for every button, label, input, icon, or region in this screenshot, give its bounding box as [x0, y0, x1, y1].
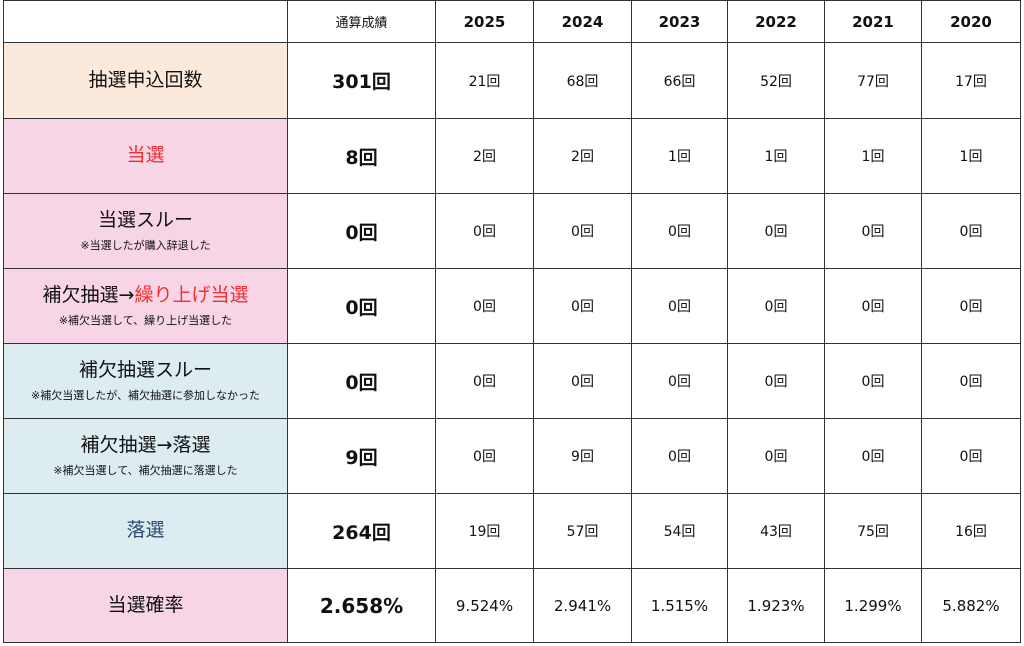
value-cell: 0回	[727, 343, 825, 419]
value-cell: 0回	[824, 418, 922, 494]
value-cell: 17回	[921, 42, 1021, 119]
row-label-applications: 抽選申込回数	[3, 42, 288, 119]
row-label-win: 当選	[3, 118, 288, 194]
value-cell: 2.941%	[533, 568, 632, 643]
row-note-text: ※補欠当選して、繰り上げ当選した	[58, 314, 233, 327]
row-label-text: 抽選申込回数	[88, 68, 203, 91]
header-year-cell: 2024	[533, 0, 632, 43]
value-cell: 68回	[533, 42, 632, 119]
value-cell: 0回	[921, 343, 1021, 419]
value-cell: 75回	[824, 493, 922, 569]
row-label-accent-text: 繰り上げ当選	[134, 284, 249, 307]
value-cell: 1回	[727, 118, 825, 194]
value-cell: 0回	[631, 418, 728, 494]
value-cell: 16回	[921, 493, 1021, 569]
table-row: 補欠抽選スルー ※補欠当選したが、補欠抽選に参加しなかった 0回 0回 0回 0…	[3, 343, 1021, 419]
value-cell: 57回	[533, 493, 632, 569]
value-cell: 0回	[727, 193, 825, 269]
value-cell: 54回	[631, 493, 728, 569]
value-cell: 0回	[435, 343, 534, 419]
value-cell: 0回	[727, 268, 825, 344]
row-label-waitlist-promoted: 補欠抽選→繰り上げ当選 ※補欠当選して、繰り上げ当選した	[3, 268, 288, 344]
value-cell: 52回	[727, 42, 825, 119]
value-cell: 77回	[824, 42, 922, 119]
value-cell: 2回	[533, 118, 632, 194]
value-cell: 0回	[435, 418, 534, 494]
total-cell: 2.658%	[287, 568, 436, 643]
value-cell: 0回	[435, 193, 534, 269]
row-label-text: 落選	[126, 519, 165, 542]
value-cell: 1回	[824, 118, 922, 194]
table-row: 補欠抽選→落選 ※補欠当選して、補欠抽選に落選した 9回 0回 9回 0回 0回…	[3, 418, 1021, 494]
value-cell: 66回	[631, 42, 728, 119]
header-year-cell: 2021	[824, 0, 922, 43]
header-blank-cell	[3, 0, 288, 43]
row-label-text: 当選スルー	[97, 209, 193, 232]
value-cell: 2回	[435, 118, 534, 194]
row-label-text: 当選確率	[107, 593, 184, 616]
row-note-text: ※当選したが購入辞退した	[80, 239, 211, 252]
table-row: 当選スルー ※当選したが購入辞退した 0回 0回 0回 0回 0回 0回 0回	[3, 193, 1021, 269]
total-cell: 0回	[287, 193, 436, 269]
header-row: 通算成績 2025 2024 2023 2022 2021 2020	[3, 0, 1021, 43]
total-cell: 8回	[287, 118, 436, 194]
table-row: 抽選申込回数 301回 21回 68回 66回 52回 77回 17回	[3, 42, 1021, 119]
value-cell: 9回	[533, 418, 632, 494]
value-cell: 0回	[533, 193, 632, 269]
lottery-results-table: 通算成績 2025 2024 2023 2022 2021 2020 抽選申込回…	[3, 0, 1021, 643]
header-year-cell: 2022	[727, 0, 825, 43]
value-cell: 0回	[824, 343, 922, 419]
value-cell: 0回	[824, 193, 922, 269]
value-cell: 0回	[533, 343, 632, 419]
value-cell: 43回	[727, 493, 825, 569]
table-row: 落選 264回 19回 57回 54回 43回 75回 16回	[3, 493, 1021, 569]
row-label-lost: 落選	[3, 493, 288, 569]
header-total-cell: 通算成績	[287, 0, 436, 43]
value-cell: 0回	[435, 268, 534, 344]
table-row: 補欠抽選→繰り上げ当選 ※補欠当選して、繰り上げ当選した 0回 0回 0回 0回…	[3, 268, 1021, 344]
header-year-cell: 2025	[435, 0, 534, 43]
row-label-waitlist-lost: 補欠抽選→落選 ※補欠当選して、補欠抽選に落選した	[3, 418, 288, 494]
row-label-win-rate: 当選確率	[3, 568, 288, 643]
value-cell: 1回	[921, 118, 1021, 194]
value-cell: 0回	[631, 268, 728, 344]
value-cell: 9.524%	[435, 568, 534, 643]
total-cell: 9回	[287, 418, 436, 494]
value-cell: 1回	[631, 118, 728, 194]
value-cell: 0回	[533, 268, 632, 344]
value-cell: 1.515%	[631, 568, 728, 643]
value-cell: 0回	[921, 193, 1021, 269]
value-cell: 0回	[921, 268, 1021, 344]
value-cell: 0回	[631, 343, 728, 419]
value-cell: 1.923%	[727, 568, 825, 643]
value-cell: 5.882%	[921, 568, 1021, 643]
row-label-text: 補欠抽選→落選	[80, 434, 211, 457]
row-label-text: 補欠抽選→	[42, 284, 135, 307]
total-cell: 301回	[287, 42, 436, 119]
row-note-text: ※補欠当選したが、補欠抽選に参加しなかった	[31, 389, 260, 402]
value-cell: 0回	[824, 268, 922, 344]
total-cell: 264回	[287, 493, 436, 569]
row-label-win-skip: 当選スルー ※当選したが購入辞退した	[3, 193, 288, 269]
row-label-waitlist-skip: 補欠抽選スルー ※補欠当選したが、補欠抽選に参加しなかった	[3, 343, 288, 419]
table-row: 当選確率 2.658% 9.524% 2.941% 1.515% 1.923% …	[3, 568, 1021, 643]
total-cell: 0回	[287, 268, 436, 344]
value-cell: 19回	[435, 493, 534, 569]
row-note-text: ※補欠当選して、補欠抽選に落選した	[53, 464, 238, 477]
value-cell: 0回	[921, 418, 1021, 494]
value-cell: 1.299%	[824, 568, 922, 643]
row-label-text: 補欠抽選スルー	[78, 359, 212, 382]
table-row: 当選 8回 2回 2回 1回 1回 1回 1回	[3, 118, 1021, 194]
total-cell: 0回	[287, 343, 436, 419]
value-cell: 0回	[631, 193, 728, 269]
row-label-accent-text: 当選	[126, 144, 165, 167]
header-year-cell: 2020	[921, 0, 1021, 43]
value-cell: 21回	[435, 42, 534, 119]
value-cell: 0回	[727, 418, 825, 494]
header-year-cell: 2023	[631, 0, 728, 43]
